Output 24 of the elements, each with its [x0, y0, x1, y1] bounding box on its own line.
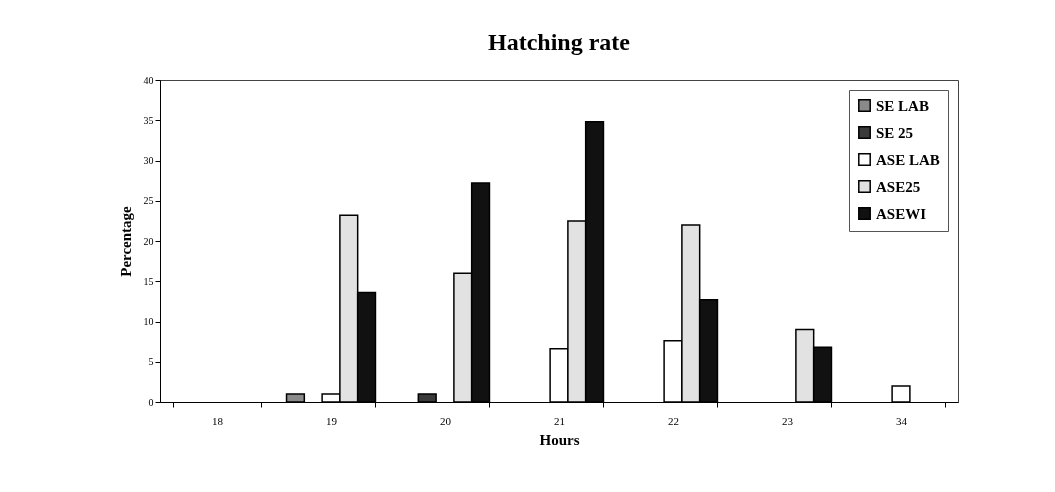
x-tick-label: 23	[782, 414, 794, 427]
legend-label: SE 25	[876, 124, 914, 141]
x-tick-label: 20	[440, 414, 452, 427]
x-tick-label: 18	[212, 414, 224, 427]
legend-label: ASE LAB	[876, 151, 940, 168]
x-tick-label: 19	[326, 414, 338, 427]
chart-title: Hatching rate	[488, 29, 631, 55]
y-tick-label: 20	[143, 235, 154, 247]
y-tick-label: 40	[143, 74, 154, 86]
y-tick-label: 0	[148, 396, 154, 408]
y-tick-label: 10	[143, 316, 154, 327]
y-tick-label: 35	[143, 114, 154, 126]
y-axis-title: Percentage	[117, 205, 134, 277]
x-axis-title: Hours	[539, 431, 580, 448]
legend-label: ASE25	[876, 178, 921, 195]
x-tick-label: 21	[554, 414, 565, 427]
y-tick-label: 15	[143, 275, 154, 287]
y-tick-label: 5	[148, 356, 154, 368]
x-tick-label: 22	[668, 414, 679, 427]
legend-label: SE LAB	[876, 97, 929, 114]
x-tick-label: 34	[896, 414, 908, 427]
y-tick-label: 25	[143, 195, 154, 207]
legend-label: ASEWI	[876, 205, 927, 222]
y-tick-label: 30	[143, 155, 154, 166]
